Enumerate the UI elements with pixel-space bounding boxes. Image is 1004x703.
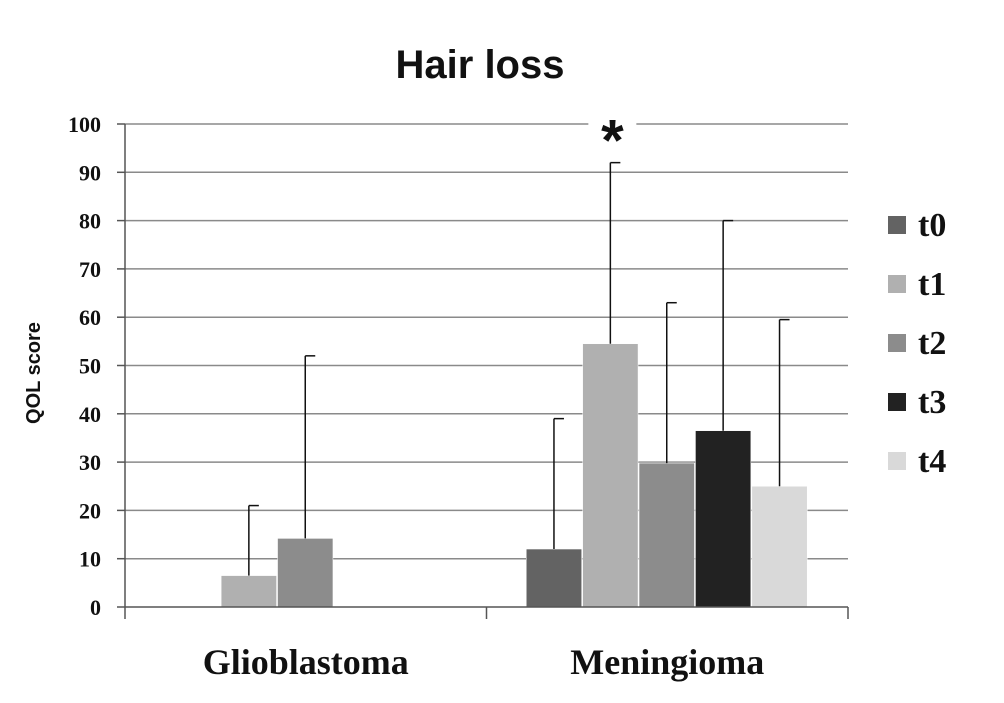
bar-t2-meningioma [638,462,695,608]
y-tick-label: 0 [90,595,101,620]
y-tick-label: 70 [79,257,101,282]
bar-t2-glioblastoma [277,538,334,608]
y-axis-label: QOL score [23,322,45,424]
y-tick-label: 90 [79,160,101,185]
legend-label-t4: t4 [918,443,946,480]
y-tick-label: 30 [79,450,101,475]
x-tick-label: Glioblastoma [203,642,409,682]
bar-t0-meningioma [526,548,582,608]
bar-t1-meningioma [582,343,639,608]
y-tick-label: 50 [79,354,101,379]
bar-t4-meningioma [751,486,808,608]
y-tick-label: 80 [79,209,101,234]
bar-t3-meningioma [695,430,752,608]
legend-swatch-t4 [888,452,906,470]
legend-label-t3: t3 [918,384,946,421]
x-tick-label: Meningioma [570,642,764,682]
legend-label-t1: t1 [918,266,946,303]
legend-swatch-t1 [888,275,906,293]
legend-swatch-t3 [888,393,906,411]
legend-label-t0: t0 [918,207,946,244]
legend-swatch-t0 [888,216,906,234]
y-tick-label: 40 [79,402,101,427]
bar-t1-glioblastoma [220,575,277,608]
significance-asterisk: * [601,109,624,174]
y-tick-label: 100 [68,112,101,137]
y-tick-label: 20 [79,498,101,523]
chart-title: Hair loss [396,43,565,87]
annotation-backdrop [588,122,637,159]
legend-label-t2: t2 [918,325,946,362]
y-tick-label: 60 [79,305,101,330]
legend-swatch-t2 [888,334,906,352]
y-tick-label: 10 [79,547,101,572]
